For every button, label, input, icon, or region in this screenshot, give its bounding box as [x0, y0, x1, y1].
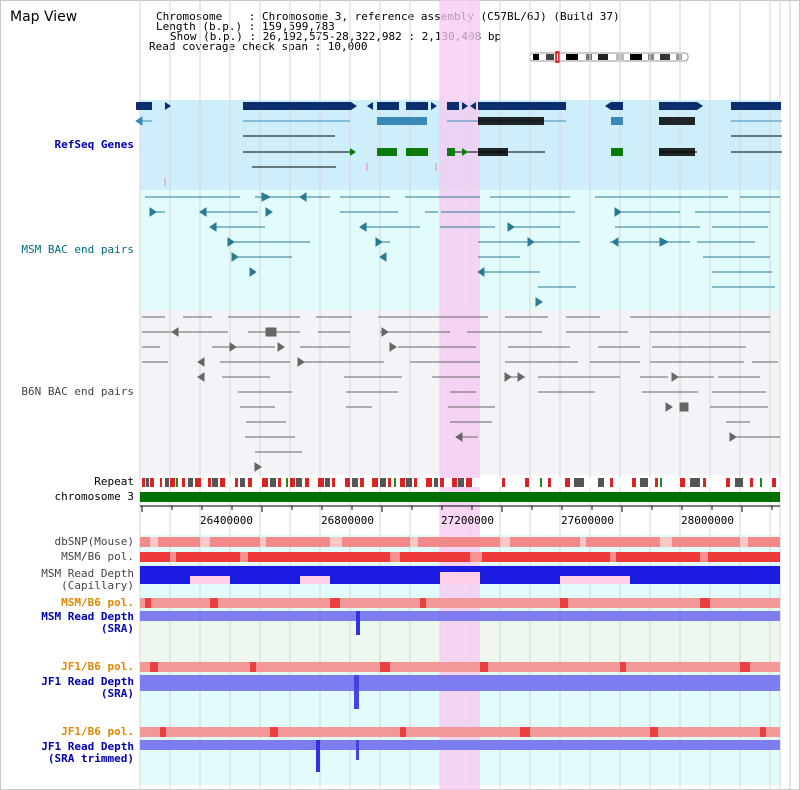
refseq-gene-models[interactable] — [135, 102, 782, 186]
jf1-b6-pol-track[interactable] — [140, 662, 780, 672]
msm-depth-sra-label: MSM Read Depth — [41, 610, 134, 623]
jf1-depth-sra[interactable] — [140, 675, 780, 691]
msm-b6-pol-label-2: MSM/B6 pol. — [61, 596, 134, 609]
jf1-b6-pol-label: JF1/B6 pol. — [61, 660, 134, 673]
axis-tick-label: 27600000 — [561, 514, 614, 527]
dbsnp-track[interactable] — [140, 537, 780, 547]
jf1-b6-pol-label-2: JF1/B6 pol. — [61, 725, 134, 738]
jf1-depth-sra-sublabel: (SRA) — [100, 687, 134, 700]
b6n-bac-pairs[interactable] — [142, 316, 780, 472]
msm-depth-capillary-sublabel: (Capillary) — [61, 579, 134, 592]
msm-depth-sra-sublabel: (SRA) — [100, 622, 134, 635]
highlight-region[interactable] — [440, 0, 480, 790]
jf1-depth-sra-label: JF1 Read Depth — [41, 675, 134, 688]
msm-bac-label: MSM BAC end pairs — [21, 243, 134, 256]
chromosome-label: chromosome 3 — [54, 490, 134, 503]
jf1-depth-sra-trimmed[interactable] — [140, 740, 780, 750]
coverage-span-info: Read coverage check span : 10,000 — [149, 40, 368, 53]
length-info: Length (b.p.) : 159,599,783 — [156, 20, 335, 33]
msm-b6-pol-track[interactable] — [140, 552, 780, 562]
msm-b6-pol-label: MSM/B6 pol. — [61, 550, 134, 563]
axis-tick-label: 27200000 — [441, 514, 494, 527]
msm-b6-pol-track-2[interactable] — [140, 598, 780, 608]
msm-depth-capillary-label: MSM Read Depth — [41, 567, 134, 580]
chromosome-ideogram[interactable] — [529, 51, 689, 63]
page-title: Map View — [10, 9, 78, 25]
axis-tick-label: 28000000 — [681, 514, 734, 527]
refseq-genes-label: RefSeq Genes — [54, 138, 134, 151]
repeat-label: Repeat — [94, 475, 134, 488]
axis-tick-label: 26400000 — [200, 514, 253, 527]
jf1-b6-pol-track-2[interactable] — [140, 727, 780, 737]
axis-tick-label: 26800000 — [321, 514, 374, 527]
b6n-bac-label: B6N BAC end pairs — [21, 385, 134, 398]
msm-depth-sra[interactable] — [140, 611, 780, 621]
jf1-depth-trimmed-sublabel: (SRA trimmed) — [47, 752, 134, 765]
position-ruler — [140, 505, 780, 512]
repeat-track[interactable] — [140, 478, 780, 487]
chromosome-bar[interactable] — [140, 492, 780, 502]
jf1-depth-trimmed-label: JF1 Read Depth — [41, 740, 134, 753]
dbsnp-label: dbSNP(Mouse) — [54, 535, 134, 548]
msm-bac-pairs[interactable] — [145, 192, 780, 307]
